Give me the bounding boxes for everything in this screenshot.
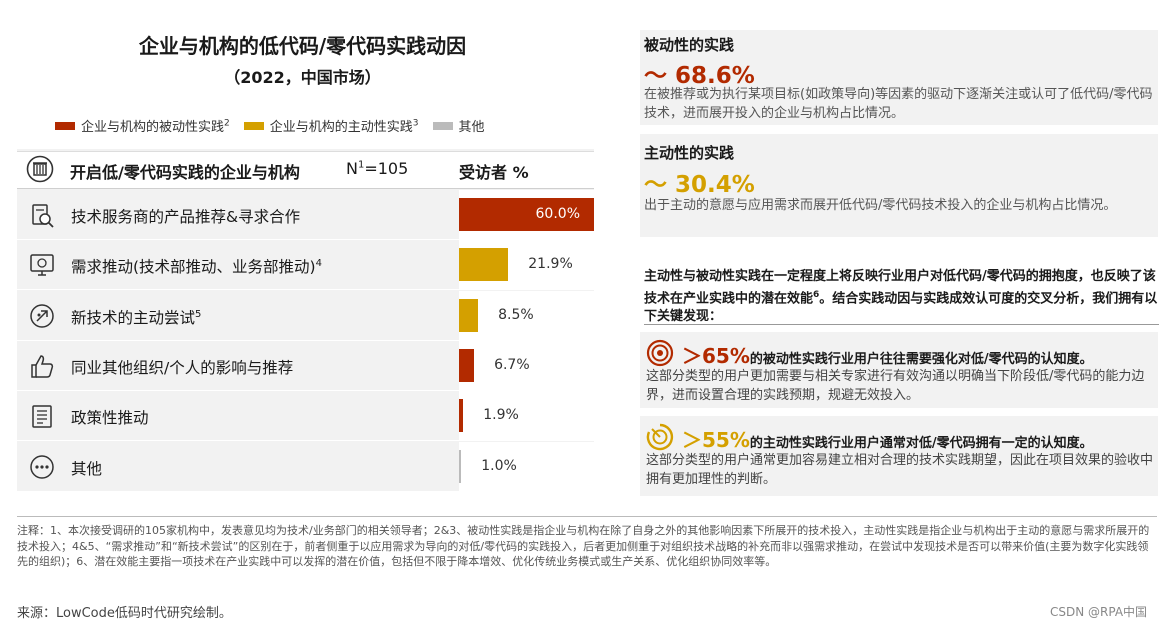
bar bbox=[459, 248, 509, 282]
active-heading: 主动性的实践 bbox=[644, 144, 735, 162]
summary-divider bbox=[644, 324, 1159, 325]
value-label: 1.9% bbox=[483, 407, 519, 424]
document-icon bbox=[32, 405, 52, 428]
bar-track: 1.0% bbox=[459, 441, 594, 492]
notes-divider bbox=[17, 516, 1157, 517]
legend: 企业与机构的被动性实践2 企业与机构的主动性实践3 其他 bbox=[55, 116, 485, 135]
category-label: 技术服务商的产品推荐&寻求合作 bbox=[71, 208, 301, 226]
table-row: 新技术的主动尝试5 8.5% bbox=[17, 290, 594, 341]
finding-passive-head: ＞65%的被动性实践行业用户往往需要强化对低/零代码的认知度。 bbox=[682, 344, 1093, 368]
bar-track: 21.9% bbox=[459, 240, 594, 291]
category-label: 新技术的主动尝试5 bbox=[71, 308, 202, 327]
table-row: 同业其他组织/个人的影响与推荐 6.7% bbox=[17, 340, 594, 391]
passive-heading: 被动性的实践 bbox=[644, 36, 735, 54]
legend-label-other: 其他 bbox=[458, 120, 485, 135]
table-row: 其他 1.0% bbox=[17, 441, 594, 492]
bar bbox=[459, 348, 475, 382]
finding-passive-desc: 这部分类型的用户更加需要与相关专家进行有效沟通以明确当下阶段低/零代码的能力边界… bbox=[646, 369, 1145, 403]
passive-desc: 在被推荐或为执行某项目标(如政策导向)等因素的驱动下逐渐关注或认可了低代码/零代… bbox=[644, 87, 1153, 121]
finding-active: ＞55%的主动性实践行业用户通常对低/零代码拥有一定的认知度。 这部分类型的用户… bbox=[640, 416, 1158, 496]
value-label: 8.5% bbox=[498, 306, 534, 323]
category-label: 同业其他组织/个人的影响与推荐 bbox=[71, 358, 294, 377]
legend-swatch-active bbox=[243, 121, 264, 130]
search-doc-icon bbox=[32, 204, 54, 228]
legend-swatch-other bbox=[432, 121, 453, 130]
building-icon bbox=[26, 155, 54, 183]
category-label: 需求推动(技术部推动、业务部推动)4 bbox=[71, 258, 322, 277]
legend-item-other: 其他 bbox=[432, 116, 485, 135]
passive-practice-panel: 被动性的实践 ～ 68.6% 在被推荐或为执行某项目标(如政策导向)等因素的驱动… bbox=[640, 30, 1158, 125]
active-value: ～ 30.4% bbox=[644, 172, 755, 198]
chart-subtitle: （2022，中国市场） bbox=[224, 68, 381, 87]
value-label: 1.0% bbox=[481, 457, 517, 474]
watermark: CSDN @RPA中国 bbox=[1050, 605, 1148, 619]
chart-title: 企业与机构的低代码/零代码实践动因 bbox=[138, 34, 467, 58]
bar-track: 6.7% bbox=[459, 340, 594, 391]
category-label: 政策性推动 bbox=[71, 409, 149, 428]
legend-label-passive: 企业与机构的被动性实践2 bbox=[81, 118, 230, 135]
legend-swatch-passive bbox=[55, 121, 75, 130]
rocket-icon bbox=[30, 303, 54, 328]
table-header bbox=[17, 151, 594, 189]
passive-value: ～ 68.6% bbox=[644, 63, 755, 89]
value-label: 21.9% bbox=[528, 256, 573, 273]
sample-size: N1=105 bbox=[346, 159, 409, 178]
bar bbox=[459, 449, 462, 483]
value-label: 60.0% bbox=[535, 206, 580, 222]
bar-track: 1.9% bbox=[459, 391, 594, 442]
bar bbox=[459, 399, 464, 433]
target-icon bbox=[646, 339, 674, 367]
active-practice-panel: 主动性的实践 ～ 30.4% 出于主动的意愿与应用需求而展开低代码/零代码技术投… bbox=[640, 134, 1158, 237]
finding-active-desc: 这部分类型的用户通常更加容易建立相对合理的技术实践期望，因此在项目效果的验收中拥… bbox=[646, 453, 1154, 487]
table-row: 技术服务商的产品推荐&寻求合作 60.0% bbox=[17, 190, 594, 240]
legend-label-active: 企业与机构的主动性实践3 bbox=[269, 118, 419, 135]
table-row: 政策性推动 1.9% bbox=[17, 391, 594, 442]
bar bbox=[459, 298, 479, 332]
legend-item-active: 企业与机构的主动性实践3 bbox=[243, 116, 419, 135]
legend-item-passive: 企业与机构的被动性实践2 bbox=[55, 116, 230, 135]
value-label: 6.7% bbox=[494, 356, 530, 373]
bar-track: 60.0% bbox=[459, 190, 594, 240]
progress-icon bbox=[646, 423, 674, 451]
bar bbox=[459, 198, 594, 231]
footnotes: 注释：1、本次接受调研的105家机构中，发表意见均为技术/业务部门的相关领导者；… bbox=[17, 524, 1150, 568]
table-row: 需求推动(技术部推动、业务部推动)4 21.9% bbox=[17, 240, 594, 291]
finding-active-head: ＞55%的主动性实践行业用户通常对低/零代码拥有一定的认知度。 bbox=[682, 428, 1093, 452]
finding-passive: ＞65%的被动性实践行业用户往往需要强化对低/零代码的认知度。 这部分类型的用户… bbox=[640, 332, 1158, 408]
ellipsis-icon bbox=[30, 454, 54, 479]
active-desc: 出于主动的意愿与应用需求而展开低代码/零代码技术投入的企业与机构占比情况。 bbox=[644, 198, 1117, 213]
summary-text: 主动性与被动性实践在一定程度上将反映行业用户对低代码/零代码的拥抱度，也反映了该… bbox=[644, 269, 1158, 325]
table-header-label: 开启低/零代码实践的企业与机构 bbox=[70, 163, 300, 182]
thumbs-up-icon bbox=[31, 355, 54, 378]
bar-track: 8.5% bbox=[459, 290, 594, 341]
category-label: 其他 bbox=[71, 459, 103, 478]
source-note: 来源：LowCode低码时代研究绘制。 bbox=[17, 606, 232, 621]
monitor-icon bbox=[30, 254, 54, 277]
respondents-pct-header: 受访者 % bbox=[459, 163, 529, 182]
